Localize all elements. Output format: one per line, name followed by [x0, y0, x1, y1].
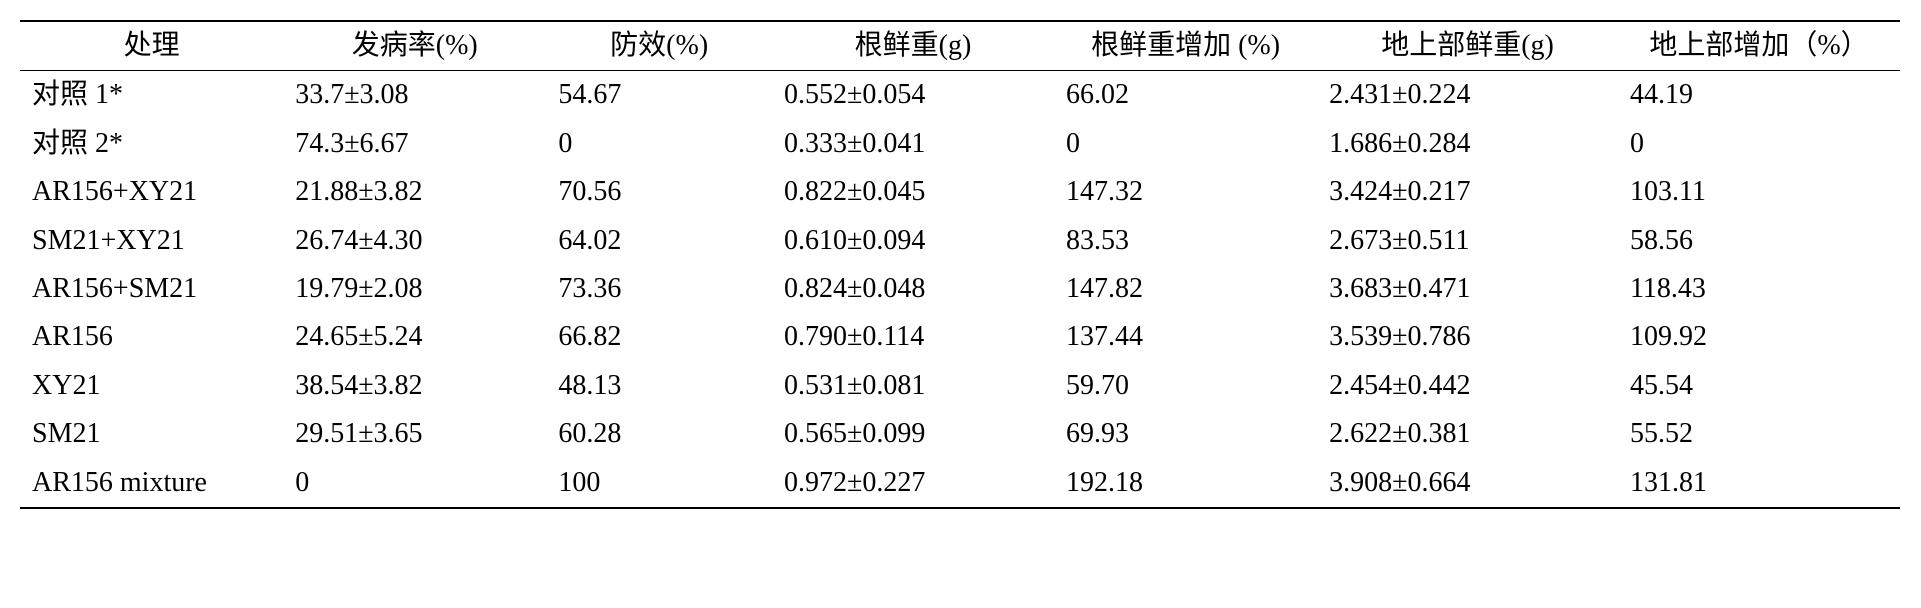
cell-shoot-increase: 103.11 [1618, 168, 1900, 216]
table-row: 对照 1* 33.7±3.08 54.67 0.552±0.054 66.02 … [20, 71, 1900, 120]
table-header-row: 处理 发病率(%) 防效(%) 根鲜重(g) 根鲜重增加 (%) 地上部鲜重(g… [20, 21, 1900, 71]
cell-root-increase: 69.93 [1054, 410, 1317, 458]
cell-incidence: 33.7±3.08 [283, 71, 546, 120]
cell-root-weight: 0.610±0.094 [772, 217, 1054, 265]
cell-incidence: 26.74±4.30 [283, 217, 546, 265]
table-body: 对照 1* 33.7±3.08 54.67 0.552±0.054 66.02 … [20, 71, 1900, 508]
col-header-root-increase: 根鲜重增加 (%) [1054, 21, 1317, 71]
cell-treatment: XY21 [20, 362, 283, 410]
table-row: SM21 29.51±3.65 60.28 0.565±0.099 69.93 … [20, 410, 1900, 458]
cell-root-increase: 83.53 [1054, 217, 1317, 265]
cell-treatment: SM21+XY21 [20, 217, 283, 265]
cell-incidence: 29.51±3.65 [283, 410, 546, 458]
col-header-treatment: 处理 [20, 21, 283, 71]
cell-shoot-increase: 131.81 [1618, 459, 1900, 508]
cell-incidence: 0 [283, 459, 546, 508]
table-row: AR156+XY21 21.88±3.82 70.56 0.822±0.045 … [20, 168, 1900, 216]
cell-incidence: 38.54±3.82 [283, 362, 546, 410]
cell-shoot-increase: 58.56 [1618, 217, 1900, 265]
cell-root-increase: 147.32 [1054, 168, 1317, 216]
cell-treatment: 对照 1* [20, 71, 283, 120]
data-table: 处理 发病率(%) 防效(%) 根鲜重(g) 根鲜重增加 (%) 地上部鲜重(g… [20, 20, 1900, 509]
cell-shoot-weight: 3.908±0.664 [1317, 459, 1618, 508]
cell-root-weight: 0.565±0.099 [772, 410, 1054, 458]
cell-root-increase: 66.02 [1054, 71, 1317, 120]
cell-treatment: SM21 [20, 410, 283, 458]
cell-incidence: 21.88±3.82 [283, 168, 546, 216]
col-header-efficacy: 防效(%) [546, 21, 772, 71]
cell-efficacy: 54.67 [546, 71, 772, 120]
cell-root-weight: 0.790±0.114 [772, 313, 1054, 361]
table-row: 对照 2* 74.3±6.67 0 0.333±0.041 0 1.686±0.… [20, 120, 1900, 168]
col-header-root-fresh-weight: 根鲜重(g) [772, 21, 1054, 71]
cell-root-weight: 0.972±0.227 [772, 459, 1054, 508]
cell-treatment: AR156 mixture [20, 459, 283, 508]
cell-shoot-increase: 45.54 [1618, 362, 1900, 410]
table-row: SM21+XY21 26.74±4.30 64.02 0.610±0.094 8… [20, 217, 1900, 265]
col-header-incidence: 发病率(%) [283, 21, 546, 71]
cell-incidence: 19.79±2.08 [283, 265, 546, 313]
cell-root-weight: 0.822±0.045 [772, 168, 1054, 216]
cell-shoot-increase: 109.92 [1618, 313, 1900, 361]
cell-treatment: AR156+XY21 [20, 168, 283, 216]
cell-incidence: 74.3±6.67 [283, 120, 546, 168]
cell-treatment: 对照 2* [20, 120, 283, 168]
cell-shoot-weight: 2.673±0.511 [1317, 217, 1618, 265]
cell-shoot-weight: 3.424±0.217 [1317, 168, 1618, 216]
table-row: XY21 38.54±3.82 48.13 0.531±0.081 59.70 … [20, 362, 1900, 410]
col-header-shoot-fresh-weight: 地上部鲜重(g) [1317, 21, 1618, 71]
cell-treatment: AR156+SM21 [20, 265, 283, 313]
cell-shoot-weight: 2.431±0.224 [1317, 71, 1618, 120]
cell-efficacy: 48.13 [546, 362, 772, 410]
cell-shoot-weight: 2.622±0.381 [1317, 410, 1618, 458]
cell-root-weight: 0.552±0.054 [772, 71, 1054, 120]
cell-root-increase: 0 [1054, 120, 1317, 168]
cell-root-weight: 0.824±0.048 [772, 265, 1054, 313]
cell-shoot-increase: 55.52 [1618, 410, 1900, 458]
cell-root-weight: 0.531±0.081 [772, 362, 1054, 410]
cell-treatment: AR156 [20, 313, 283, 361]
cell-efficacy: 70.56 [546, 168, 772, 216]
cell-shoot-weight: 1.686±0.284 [1317, 120, 1618, 168]
cell-root-increase: 59.70 [1054, 362, 1317, 410]
cell-incidence: 24.65±5.24 [283, 313, 546, 361]
cell-shoot-weight: 3.539±0.786 [1317, 313, 1618, 361]
table-row: AR156 24.65±5.24 66.82 0.790±0.114 137.4… [20, 313, 1900, 361]
cell-efficacy: 100 [546, 459, 772, 508]
cell-root-increase: 147.82 [1054, 265, 1317, 313]
cell-efficacy: 73.36 [546, 265, 772, 313]
table-row: AR156+SM21 19.79±2.08 73.36 0.824±0.048 … [20, 265, 1900, 313]
cell-shoot-weight: 2.454±0.442 [1317, 362, 1618, 410]
col-header-shoot-increase: 地上部增加（%） [1618, 21, 1900, 71]
cell-efficacy: 0 [546, 120, 772, 168]
cell-shoot-increase: 118.43 [1618, 265, 1900, 313]
cell-shoot-weight: 3.683±0.471 [1317, 265, 1618, 313]
table-row: AR156 mixture 0 100 0.972±0.227 192.18 3… [20, 459, 1900, 508]
cell-efficacy: 66.82 [546, 313, 772, 361]
cell-efficacy: 64.02 [546, 217, 772, 265]
cell-efficacy: 60.28 [546, 410, 772, 458]
cell-root-weight: 0.333±0.041 [772, 120, 1054, 168]
cell-shoot-increase: 44.19 [1618, 71, 1900, 120]
cell-shoot-increase: 0 [1618, 120, 1900, 168]
cell-root-increase: 137.44 [1054, 313, 1317, 361]
cell-root-increase: 192.18 [1054, 459, 1317, 508]
